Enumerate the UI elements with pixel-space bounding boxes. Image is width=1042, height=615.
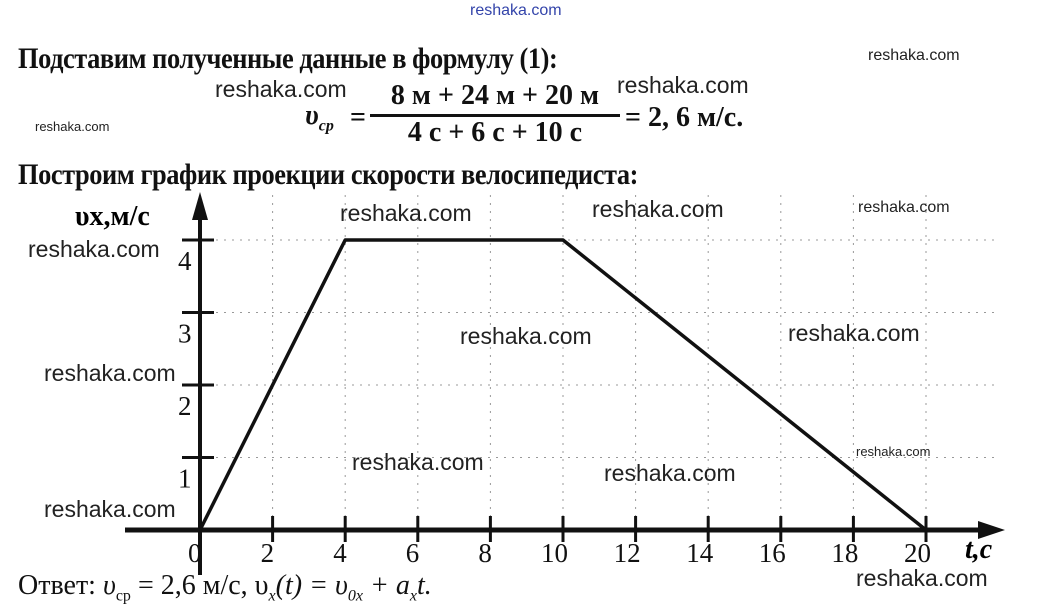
- y-axis-arrow: [192, 192, 208, 220]
- formula-denominator: 4 с + 6 с + 10 с: [407, 117, 583, 148]
- watermark: reshaka.com: [788, 320, 920, 346]
- answer-sub: ср: [115, 587, 131, 605]
- answer-line: Ответ: υср = 2,6 м/с, υx(t) = υ0x + axt.: [18, 570, 432, 606]
- watermark: reshaka.com: [35, 119, 110, 134]
- watermark: reshaka.com: [604, 460, 736, 486]
- answer-sub: 0x: [347, 587, 363, 605]
- header-watermark: reshaka.com: [470, 2, 562, 19]
- formula-fraction: 8 м + 24 м + 20 м 4 с + 6 с + 10 с: [370, 80, 620, 149]
- answer-part: = 2,6 м/с, υ: [130, 570, 269, 601]
- watermark: reshaka.com: [44, 496, 176, 522]
- answer-sub: x: [268, 587, 276, 605]
- watermark: reshaka.com: [592, 196, 724, 222]
- formula-result: = 2, 6 м/с.: [625, 102, 744, 133]
- answer-part: t.: [416, 570, 432, 601]
- answer-part: υ: [102, 570, 116, 601]
- y-tick-label: 1: [178, 464, 192, 494]
- x-tick-label: 2: [261, 538, 275, 568]
- formula-lhs: υср: [305, 100, 334, 136]
- chart-grid: [200, 195, 1000, 530]
- x-tick-label: 14: [686, 538, 714, 568]
- x-tick-label: 16: [759, 538, 786, 568]
- y-axis-label: υx,м/с: [75, 201, 150, 232]
- chart-series: [198, 238, 928, 532]
- answer-part: (t) = υ: [275, 570, 348, 601]
- watermark: reshaka.com: [856, 444, 931, 459]
- data-point: [343, 238, 347, 242]
- x-axis-label: t,c: [965, 534, 993, 565]
- data-point: [198, 528, 202, 532]
- x-tick-label: 4: [333, 538, 347, 568]
- data-point: [561, 238, 565, 242]
- x-axis-arrow: [978, 521, 1005, 539]
- velocity-line: [198, 238, 928, 532]
- formula-sub: ср: [318, 117, 334, 135]
- x-tick-label: 0: [188, 538, 202, 568]
- watermark: reshaka.com: [617, 72, 749, 98]
- answer-sub: x: [409, 587, 417, 605]
- answer-label: Ответ:: [18, 570, 96, 601]
- x-tick-label: 10: [541, 538, 568, 568]
- data-point: [924, 528, 928, 532]
- y-tick-label: 3: [178, 319, 192, 349]
- watermark: reshaka.com: [460, 323, 592, 349]
- watermark: reshaka.com: [44, 360, 176, 386]
- watermark: reshaka.com: [858, 199, 950, 216]
- watermark: reshaka.com: [28, 236, 160, 262]
- watermark: reshaka.com: [856, 565, 988, 591]
- x-tick-label: 18: [831, 538, 858, 568]
- text-line-1: Подставим полученные данные в формулу (1…: [18, 42, 558, 75]
- watermark: reshaka.com: [215, 76, 347, 102]
- watermark: reshaka.com: [352, 449, 484, 475]
- x-tick-label: 6: [406, 538, 420, 568]
- x-tick-label: 8: [478, 538, 492, 568]
- formula-v: υ: [305, 100, 319, 131]
- answer-part: + a: [362, 570, 410, 601]
- x-tick-label: 12: [614, 538, 641, 568]
- text-line-2: Построим график проекции скорости велоси…: [18, 158, 638, 191]
- formula-numerator: 8 м + 24 м + 20 м: [370, 80, 620, 117]
- x-tick-label: 20: [904, 538, 931, 568]
- watermark: reshaka.com: [340, 200, 472, 226]
- watermark: reshaka.com: [868, 47, 960, 64]
- y-tick-label: 4: [178, 246, 192, 276]
- y-tick-label: 2: [178, 391, 192, 421]
- chart-axes: [125, 192, 1005, 575]
- formula-eq: =: [350, 102, 366, 133]
